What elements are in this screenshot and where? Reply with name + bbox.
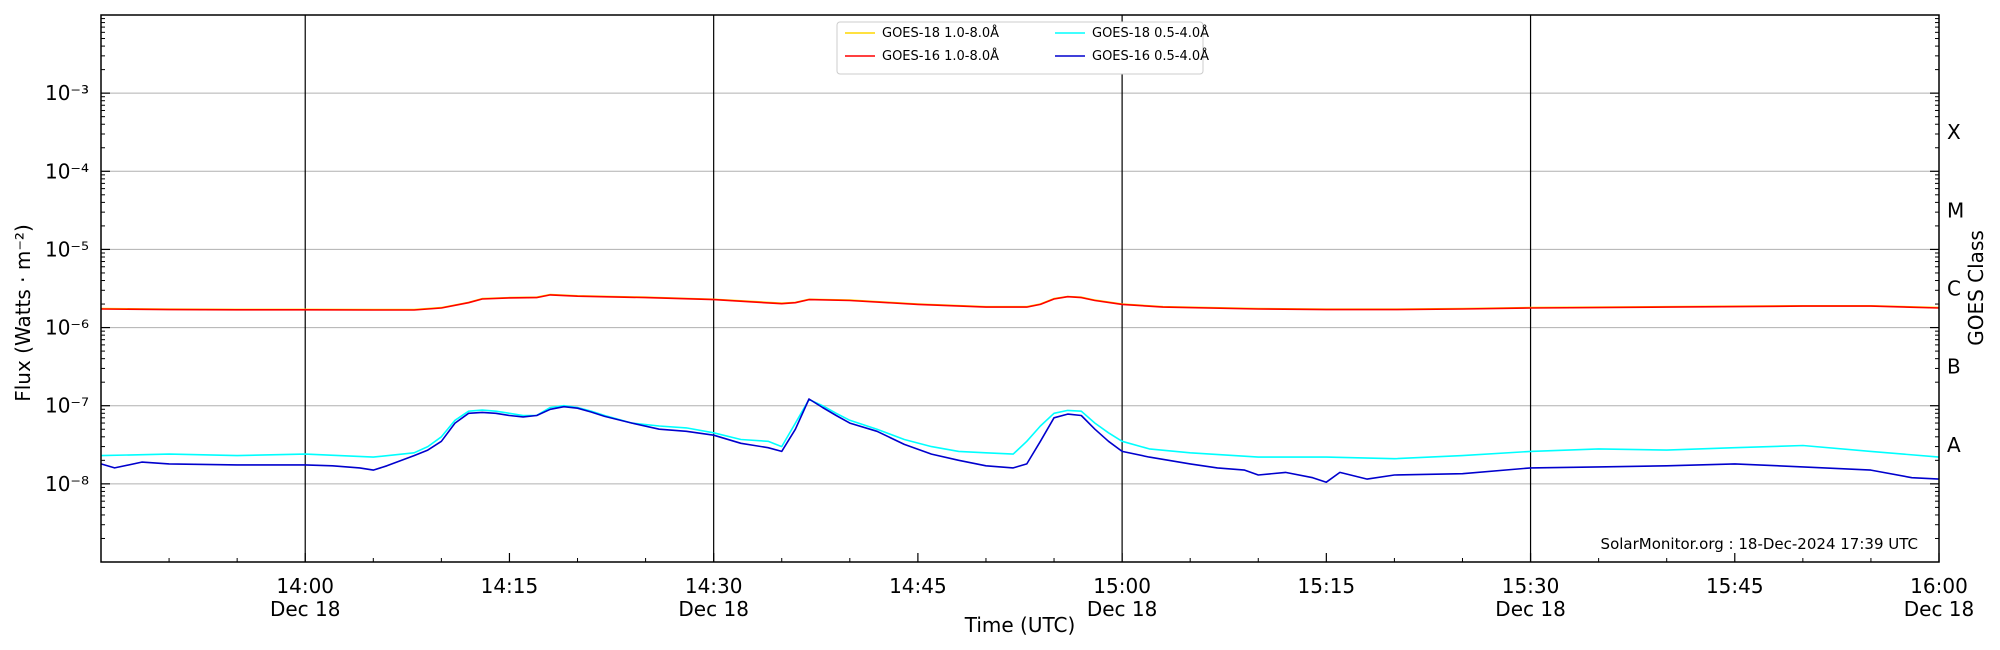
x-tick-date-label: Dec 18 <box>270 597 341 621</box>
series-line <box>100 294 1940 311</box>
x-tick-label: 14:00 <box>276 574 334 598</box>
series-line <box>100 398 1940 484</box>
gridlines <box>101 92 1939 485</box>
x-tick-label: 15:30 <box>1502 574 1560 598</box>
x-tick-label: 15:15 <box>1298 574 1356 598</box>
time-markers <box>304 15 1532 562</box>
legend-label: GOES-18 1.0-8.0Å <box>882 25 999 41</box>
x-axis-label: Time (UTC) <box>964 613 1076 637</box>
x-tick-label: 15:45 <box>1706 574 1764 598</box>
y-axis-label: Flux (Watts · m⁻²) <box>11 224 35 402</box>
y-axis-ticks: 10⁻⁸ 10⁻⁷ 10⁻⁶ 10⁻⁵ 10⁻⁴ 10⁻³ <box>45 18 1939 539</box>
x-tick-date-label: Dec 18 <box>678 597 749 621</box>
goes-class-label: X <box>1947 120 1961 144</box>
series-line <box>100 398 1940 460</box>
goes-class-label: C <box>1947 277 1961 301</box>
goes-class-labels: A B C M X <box>1947 120 1964 457</box>
legend-label: GOES-16 1.0-8.0Å <box>882 48 999 64</box>
y-tick-label: 10⁻⁴ <box>45 159 89 183</box>
y-tick-label: 10⁻⁷ <box>45 394 89 418</box>
y-tick-label: 10⁻⁵ <box>45 237 89 261</box>
x-tick-label: 14:45 <box>889 574 947 598</box>
credit-text: SolarMonitor.org : 18-Dec-2024 17:39 UTC <box>1601 535 1918 553</box>
plot-frame <box>100 14 1940 563</box>
goes-class-label: M <box>1947 198 1964 222</box>
legend-box <box>836 21 1204 75</box>
x-tick-date-label: Dec 18 <box>1904 597 1975 621</box>
legend-label: GOES-16 0.5-4.0Å <box>1092 48 1209 64</box>
series-lines <box>100 293 1940 484</box>
y-tick-label: 10⁻⁶ <box>45 316 89 340</box>
goes-class-axis-label: GOES Class <box>1964 230 1988 346</box>
y-tick-label: 10⁻³ <box>45 81 89 105</box>
y-tick-label: 10⁻⁸ <box>45 472 89 496</box>
goes-class-label: A <box>1947 433 1961 457</box>
x-tick-label: 14:30 <box>685 574 743 598</box>
x-tick-date-label: Dec 18 <box>1495 597 1566 621</box>
legend: GOES-18 1.0-8.0Å GOES-18 0.5-4.0Å GOES-16 … <box>836 21 1209 75</box>
x-tick-date-label: Dec 18 <box>1087 597 1158 621</box>
x-tick-label: 14:15 <box>481 574 539 598</box>
legend-label: GOES-18 0.5-4.0Å <box>1092 25 1209 41</box>
goes-class-label: B <box>1947 355 1961 379</box>
x-tick-label: 16:00 <box>1910 574 1968 598</box>
x-tick-label: 15:00 <box>1093 574 1151 598</box>
